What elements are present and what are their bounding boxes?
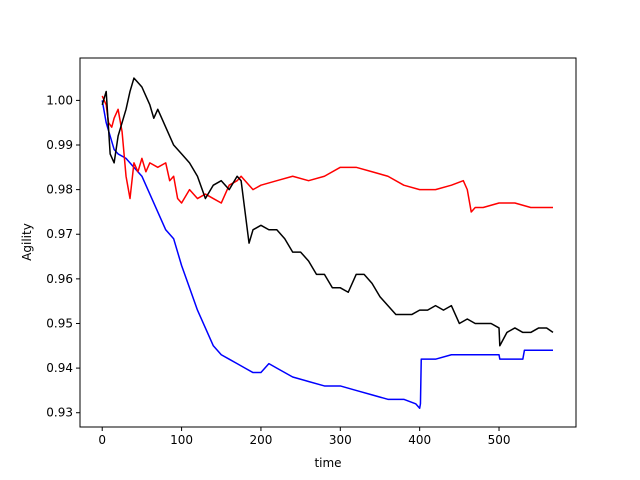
y-tick-label: 0.97: [46, 227, 73, 241]
x-tick-label: 300: [329, 433, 352, 447]
x-axis-label: time: [314, 456, 341, 470]
y-tick-label: 0.96: [46, 272, 73, 286]
y-tick-label: 0.95: [46, 316, 73, 330]
y-tick-label: 1.00: [46, 93, 73, 107]
x-tick-label: 400: [408, 433, 431, 447]
plot-frame: [79, 57, 577, 428]
x-tick-label: 200: [249, 433, 272, 447]
x-tick-label: 0: [98, 433, 106, 447]
y-tick-label: 0.99: [46, 138, 73, 152]
x-axis: 0 100 200 300 400 500: [98, 427, 510, 447]
x-tick-label: 100: [170, 433, 193, 447]
y-tick-label: 0.93: [46, 406, 73, 420]
y-tick-label: 0.94: [46, 361, 73, 375]
series-line-3: [101, 77, 554, 347]
x-tick-label: 500: [488, 433, 511, 447]
y-tick-label: 0.98: [46, 183, 73, 197]
series-line-1: [101, 100, 553, 410]
series-layer: [101, 77, 554, 410]
y-axis: 0.93 0.94 0.95 0.96 0.97 0.98 0.99 1.00: [46, 93, 80, 420]
y-axis-label: Agility: [20, 223, 34, 261]
